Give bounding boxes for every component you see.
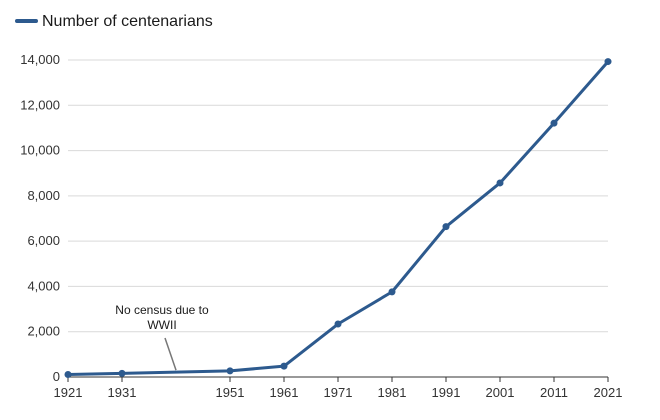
y-tick-label: 8,000 <box>27 188 60 203</box>
y-tick-label: 10,000 <box>20 143 60 158</box>
y-tick-label: 2,000 <box>27 324 60 339</box>
annotation-pointer <box>164 337 177 371</box>
x-tick-label: 1981 <box>378 385 407 400</box>
annotation-label: No census due to <box>115 303 209 317</box>
y-tick-label: 12,000 <box>20 97 60 112</box>
x-tick-label: 2001 <box>486 385 515 400</box>
y-tick-label: 6,000 <box>27 233 60 248</box>
data-point <box>496 179 504 187</box>
grid-lines <box>68 59 608 333</box>
y-tick-label: 4,000 <box>27 278 60 293</box>
annotation-label: WWII <box>147 318 176 332</box>
x-tick-label: 1961 <box>270 385 299 400</box>
data-point <box>226 367 234 375</box>
x-tick-label: 2011 <box>540 385 568 400</box>
x-tick-label: 1991 <box>432 385 461 400</box>
y-tick-label: 14,000 <box>20 52 60 67</box>
data-point <box>118 369 126 377</box>
x-tick-label: 1921 <box>54 385 83 400</box>
x-tick-label: 2021 <box>594 385 623 400</box>
data-point <box>604 58 612 66</box>
data-point <box>550 119 558 127</box>
data-point <box>64 371 72 379</box>
x-tick-label: 1951 <box>216 385 245 400</box>
series-line <box>66 60 610 377</box>
y-tick-label: 0 <box>53 369 60 384</box>
data-point <box>334 320 342 328</box>
legend: Number of centenarians <box>15 13 213 30</box>
series-layer <box>64 58 612 379</box>
x-tick-label: 1971 <box>324 385 353 400</box>
x-tick-label: 1931 <box>108 385 137 400</box>
legend-label: Number of centenarians <box>42 13 213 30</box>
axes: 0 2,000 4,000 6,000 8,000 10,000 12,000 14,000 1… <box>20 52 622 400</box>
data-point <box>280 362 288 370</box>
data-point <box>442 223 450 231</box>
data-point <box>388 288 396 296</box>
